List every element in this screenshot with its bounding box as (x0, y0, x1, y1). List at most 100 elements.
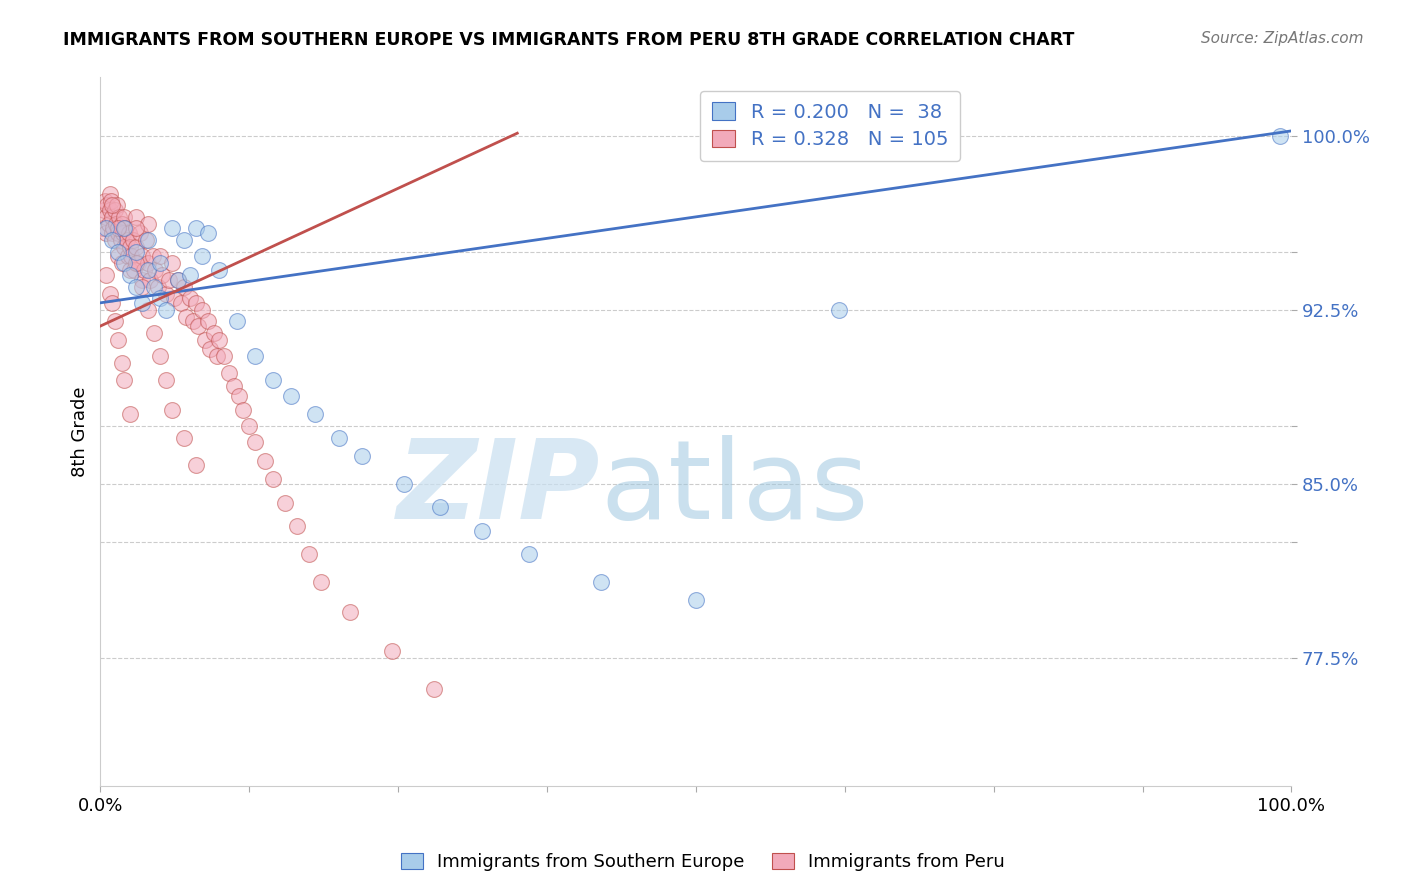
Legend: Immigrants from Southern Europe, Immigrants from Peru: Immigrants from Southern Europe, Immigra… (394, 846, 1012, 879)
Point (112, 372, 135, 386)
Point (142, 279, 165, 293)
Point (179, 291, 201, 305)
Point (96, 210, 118, 224)
Point (111, 217, 134, 231)
Point (149, 249, 172, 263)
Point (184, 295, 207, 310)
Point (110, 233, 132, 247)
Point (245, 349, 267, 363)
Point (155, 286, 177, 301)
Point (190, 302, 212, 317)
Point (93, 202, 115, 217)
Point (163, 291, 186, 305)
Point (104, 314, 127, 328)
Point (1268, 128, 1291, 143)
Point (232, 402, 254, 417)
Point (160, 256, 183, 270)
Point (470, 524, 492, 538)
Point (97, 217, 120, 231)
Point (128, 226, 150, 240)
Point (134, 263, 156, 277)
Point (170, 295, 193, 310)
Point (117, 249, 139, 263)
Point (423, 681, 446, 696)
Point (142, 326, 165, 340)
Legend: R = 0.200   N =  38, R = 0.328   N = 105: R = 0.200 N = 38, R = 0.328 N = 105 (700, 91, 960, 161)
Point (197, 314, 219, 328)
Point (98, 286, 121, 301)
Point (101, 295, 124, 310)
Point (107, 249, 129, 263)
Point (131, 272, 153, 286)
Point (98, 202, 121, 217)
Point (96, 268, 118, 282)
Point (125, 256, 148, 270)
Point (274, 496, 297, 510)
Point (111, 256, 134, 270)
Point (131, 249, 153, 263)
Point (685, 593, 707, 607)
Point (208, 263, 231, 277)
Point (262, 472, 284, 486)
Point (194, 333, 217, 347)
Text: Source: ZipAtlas.com: Source: ZipAtlas.com (1201, 31, 1364, 46)
Point (150, 268, 173, 282)
Point (136, 233, 159, 247)
Point (131, 279, 153, 293)
Point (160, 221, 183, 235)
Point (173, 431, 195, 445)
Point (125, 244, 148, 259)
Point (202, 326, 225, 340)
Point (392, 477, 415, 491)
Point (238, 419, 260, 434)
Point (226, 314, 249, 328)
Point (218, 366, 240, 380)
Point (190, 249, 212, 263)
Point (120, 249, 142, 263)
Point (101, 198, 124, 212)
Point (112, 210, 135, 224)
Point (159, 272, 181, 286)
Point (160, 402, 183, 417)
Point (120, 263, 142, 277)
Point (98, 186, 121, 201)
Point (212, 349, 235, 363)
Point (146, 279, 169, 293)
Point (166, 272, 188, 286)
Point (517, 547, 540, 561)
Point (115, 233, 138, 247)
Point (339, 605, 361, 619)
Point (136, 256, 159, 270)
Point (112, 221, 135, 235)
Y-axis label: 8th Grade: 8th Grade (72, 386, 89, 477)
Point (94, 194, 117, 208)
Point (96, 221, 118, 235)
Point (245, 435, 267, 450)
Point (381, 644, 404, 658)
Point (135, 233, 157, 247)
Point (828, 302, 851, 317)
Point (107, 333, 129, 347)
Point (328, 431, 350, 445)
Point (108, 210, 131, 224)
Point (107, 221, 129, 235)
Point (149, 349, 172, 363)
Point (104, 233, 127, 247)
Point (101, 210, 124, 224)
Point (352, 449, 374, 463)
Text: atlas: atlas (600, 435, 869, 542)
Point (96, 226, 118, 240)
Point (184, 221, 207, 235)
Point (429, 500, 451, 515)
Point (262, 372, 284, 386)
Point (118, 226, 141, 240)
Point (309, 574, 332, 589)
Point (149, 256, 172, 270)
Point (197, 226, 219, 240)
Point (100, 194, 122, 208)
Point (121, 233, 143, 247)
Point (125, 279, 148, 293)
Point (136, 302, 159, 317)
Point (253, 454, 276, 468)
Point (127, 256, 149, 270)
